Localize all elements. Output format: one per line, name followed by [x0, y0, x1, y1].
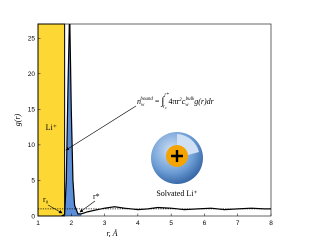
x-tick-label: 6 — [203, 220, 207, 227]
formula-part: = — [153, 97, 162, 106]
data-layer — [38, 24, 271, 216]
y-tick-label: 25 — [28, 36, 36, 43]
plot-frame — [37, 23, 272, 217]
r0-label: r₀ — [43, 195, 49, 204]
formula-part: bound — [140, 97, 153, 102]
y-tick-label: 15 — [28, 107, 36, 114]
formula-part: r₀ — [163, 105, 167, 110]
formula-part: 2 — [179, 98, 182, 103]
y-tick-label: 0 — [31, 213, 35, 220]
chart: Li⁺ 1 2 3 4 5 6 7 8 0 5 10 15 20 25 Solvated Li⁺ r₀ r… — [13, 23, 273, 238]
ion-label: Li⁺ — [46, 123, 57, 132]
y-tick-label: 10 — [28, 142, 36, 149]
x-tick-label: 1 — [36, 220, 40, 227]
background-layer: Li⁺ — [37, 23, 66, 217]
y-tick-label: 5 — [31, 178, 35, 185]
ion-region — [37, 23, 66, 217]
x-tick-label: 2 — [69, 220, 73, 227]
formula-part: w — [185, 103, 189, 108]
solvated-label: Solvated Li⁺ — [156, 189, 197, 198]
x-tick-label: 7 — [236, 220, 240, 227]
formula-part: c — [182, 97, 186, 106]
formula-part: g(r)dr — [194, 97, 214, 106]
formula-part: bulk — [186, 97, 195, 102]
y-tick-label: 20 — [28, 71, 36, 78]
x-tick-label: 8 — [269, 220, 273, 227]
x-axis-label: r, Å — [106, 229, 117, 238]
x-tick-label: 3 — [103, 220, 107, 227]
r-star-label: r* — [93, 192, 100, 201]
page: {"chart_data": { "type": "line", "x_labe… — [13, 23, 274, 238]
tick-layer: 1 2 3 4 5 6 7 8 0 5 10 15 20 25 — [28, 36, 273, 227]
solvated-ion-illustration — [151, 132, 203, 184]
x-tick-label: 4 — [136, 220, 140, 227]
formula-part: w — [141, 103, 145, 108]
rdf-line — [61, 24, 271, 216]
formula-part: n — [137, 97, 141, 106]
formula: nwbound = ∫r* r₀ 4πr2cwbulkg(r)dr — [137, 93, 215, 110]
formula-part: r* — [164, 93, 169, 98]
x-tick-label: 5 — [169, 220, 173, 227]
arrows — [47, 105, 137, 214]
formula-part: 4πr — [167, 97, 180, 106]
formula-part: ∫ — [160, 95, 165, 107]
y-axis-label: g(r) — [13, 113, 22, 126]
